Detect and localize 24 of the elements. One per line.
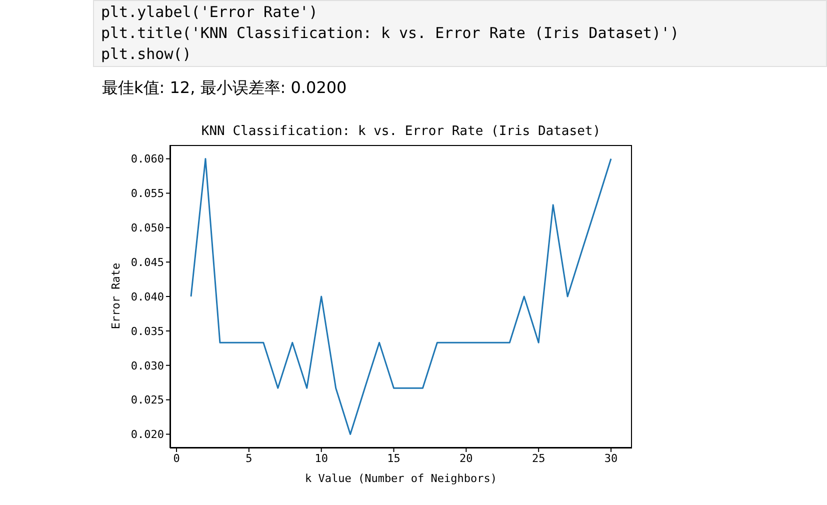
- x-axis-title: k Value (Number of Neighbors): [304, 472, 498, 485]
- y-tick-label: 0.055: [130, 187, 164, 200]
- x-tick-label: 30: [604, 452, 618, 465]
- y-axis-title: Error Rate: [110, 262, 122, 330]
- y-tick-label: 0.050: [130, 222, 164, 235]
- y-tick-label: 0.060: [130, 152, 164, 166]
- x-tick-label: 20: [460, 452, 473, 465]
- x-tick-label: 10: [314, 452, 328, 465]
- text: plt.show(): [101, 44, 192, 65]
- y-tick-label: 0.045: [130, 256, 164, 269]
- chart-title: KNN Classification: k vs. Error Rate (Iris Dataset): [200, 124, 602, 139]
- x-tick-label: 0: [173, 452, 180, 465]
- x-tick-label: 5: [246, 452, 252, 465]
- y-tick-label: 0.035: [130, 324, 164, 338]
- chart-subtitle: 最佳k值: 12, 最小误差率: 0.0200: [102, 78, 347, 99]
- y-tick-label: 0.025: [130, 394, 164, 407]
- y-tick-label: 0.020: [130, 428, 164, 442]
- x-tick-label: 15: [387, 452, 400, 465]
- y-tick-label: 0.030: [130, 359, 164, 372]
- x-tick-label: 25: [532, 452, 546, 465]
- line-series: [190, 158, 612, 435]
- text: plt.title('KNN Classification: k vs. Error Rate (Iris Dataset)'): [101, 23, 679, 44]
- y-tick-label: 0.040: [130, 290, 164, 304]
- text: plt.ylabel('Error Rate'): [101, 2, 318, 23]
